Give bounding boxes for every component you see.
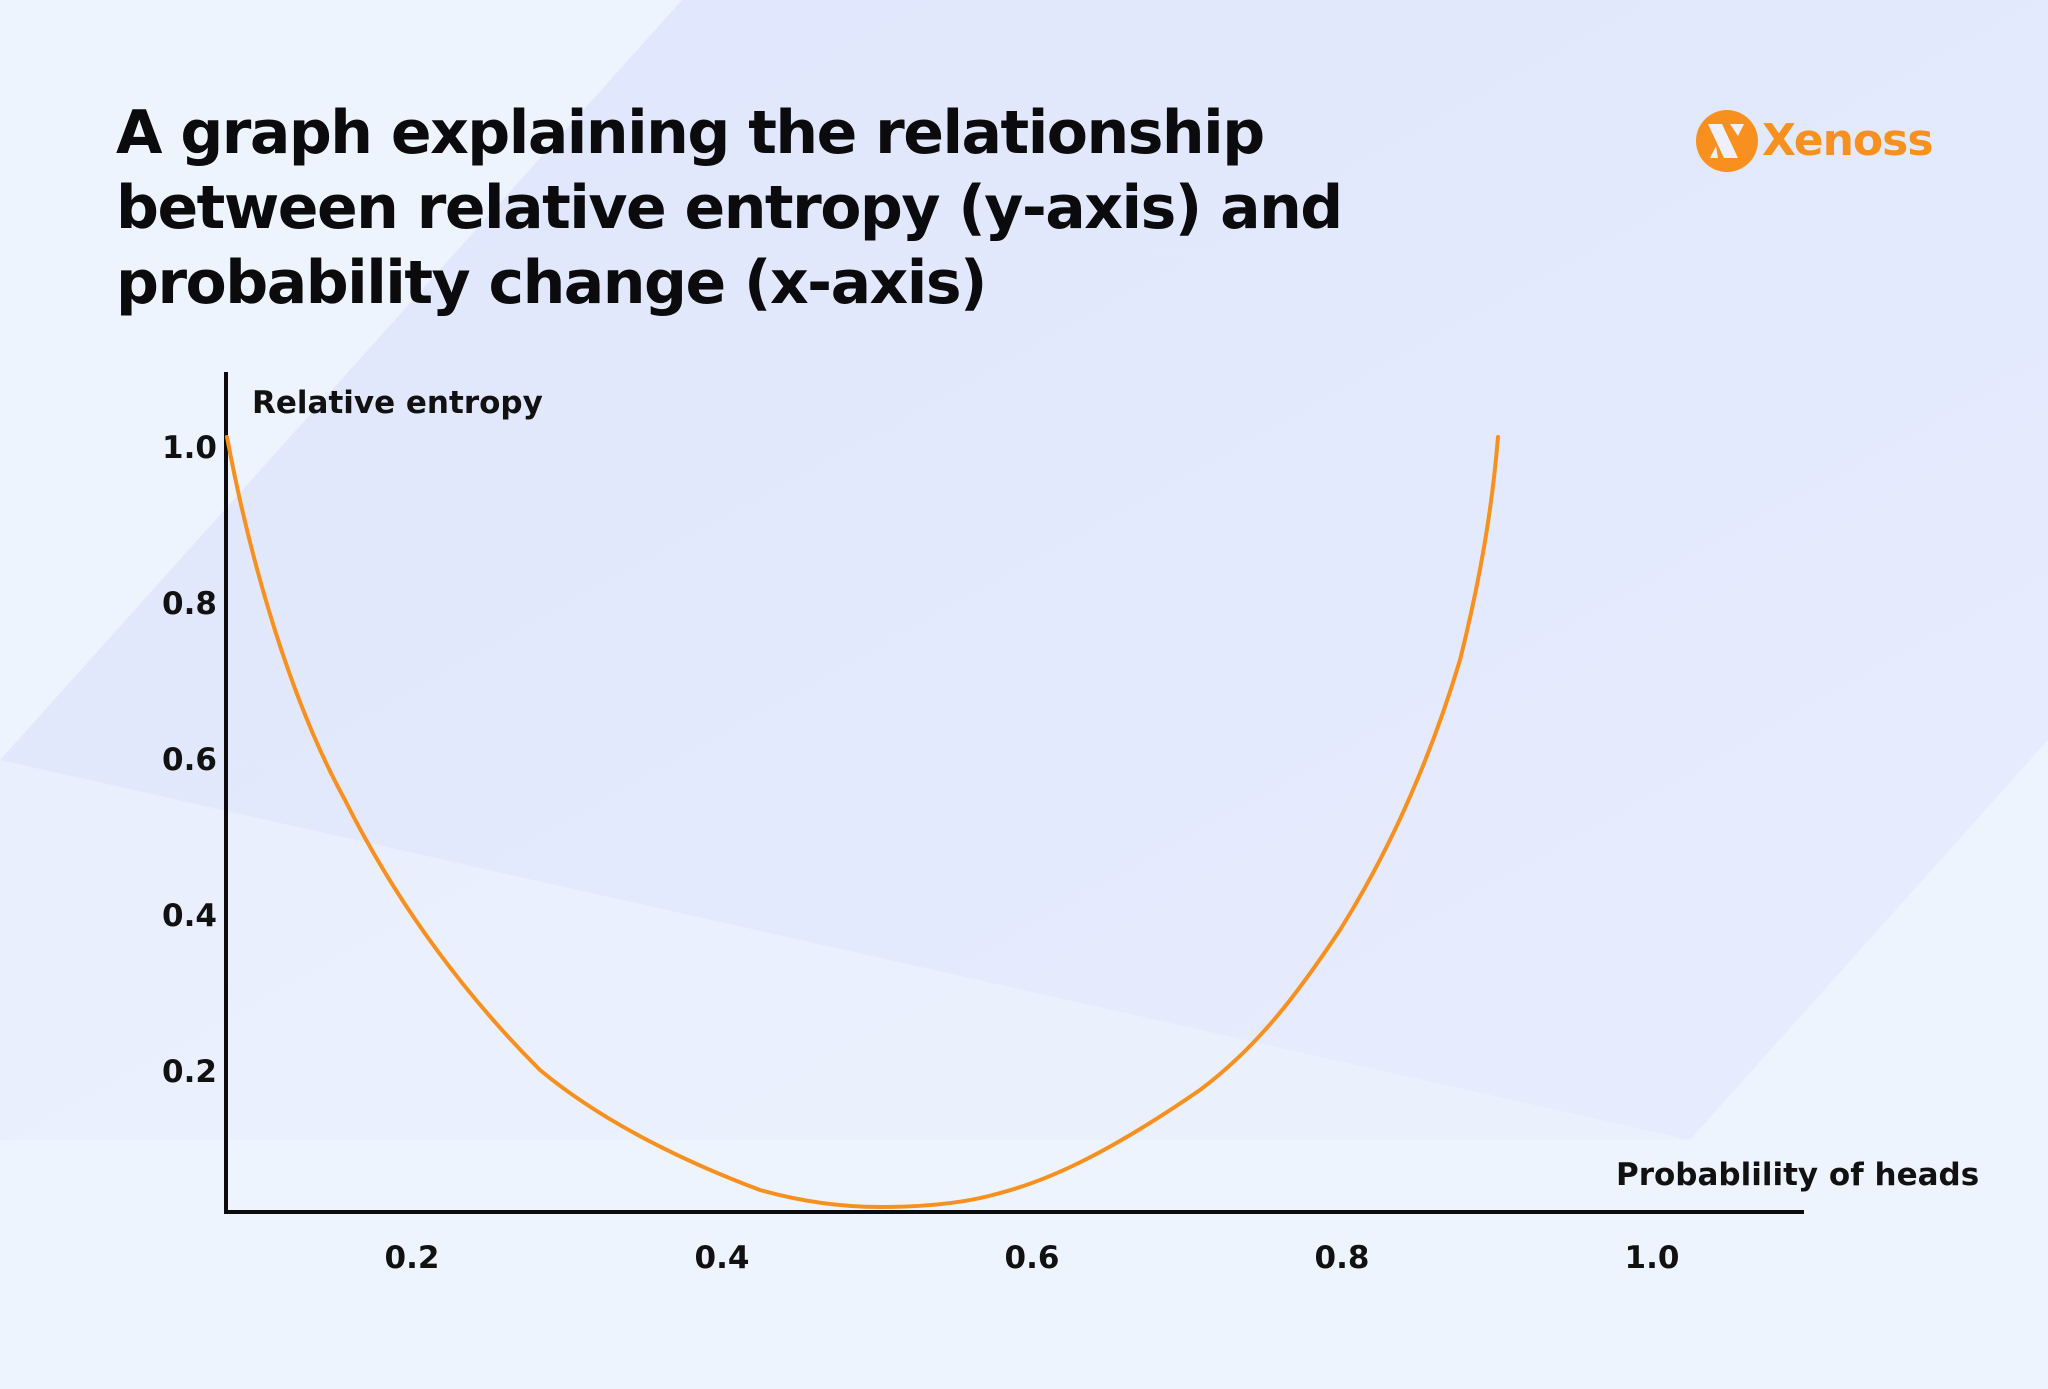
y-tick-0-8: 0.8 xyxy=(162,586,217,622)
chart-title: A graph explaining the relationship betw… xyxy=(116,96,1416,321)
relative-entropy-curve xyxy=(225,435,1500,1210)
xenoss-logo-icon xyxy=(1696,110,1758,172)
x-tick-0-6: 0.6 xyxy=(1004,1240,1060,1276)
x-axis-label: Probablility of heads xyxy=(1616,1157,1980,1193)
x-tick-1-0: 1.0 xyxy=(1624,1240,1680,1276)
y-tick-0-6: 0.6 xyxy=(162,742,217,778)
brand-name: Xenoss xyxy=(1762,115,1934,166)
y-axis-label: Relative entropy xyxy=(252,385,543,421)
title-line-2: between relative entropy (y-axis) and xyxy=(116,173,1343,243)
x-tick-0-2: 0.2 xyxy=(384,1240,440,1276)
y-tick-0-4: 0.4 xyxy=(162,898,217,934)
y-tick-1-0: 1.0 xyxy=(162,430,217,466)
brand-logo: Xenoss xyxy=(1696,110,1934,172)
y-tick-0-2: 0.2 xyxy=(162,1054,217,1090)
x-tick-0-8: 0.8 xyxy=(1314,1240,1370,1276)
title-line-3: probability change (x-axis) xyxy=(116,248,987,318)
x-tick-0-4: 0.4 xyxy=(694,1240,750,1276)
title-line-1: A graph explaining the relationship xyxy=(116,98,1265,168)
